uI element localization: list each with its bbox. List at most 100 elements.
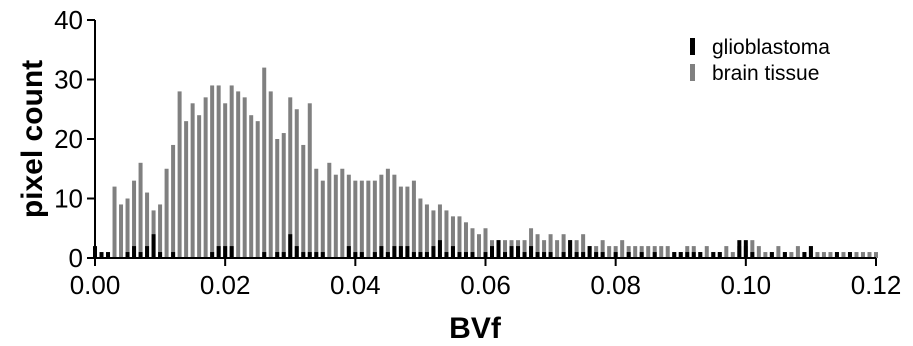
- brain-tissue-bar: [112, 186, 117, 258]
- brain-tissue-bar: [659, 246, 664, 258]
- brain-tissue-bar: [320, 180, 325, 258]
- glioblastoma-bar: [424, 252, 429, 258]
- legend: glioblastoma brain tissue: [690, 36, 830, 85]
- brain-tissue-bar: [242, 97, 247, 258]
- x-tick-label: 0.12: [851, 270, 902, 300]
- glioblastoma-bar: [737, 240, 742, 258]
- brain-tissue-bar: [346, 174, 351, 258]
- brain-tissue-bar: [255, 121, 260, 259]
- glioblastoma-bar: [574, 252, 579, 258]
- glioblastoma-bar: [678, 252, 683, 258]
- glioblastoma-bar: [529, 246, 534, 258]
- brain-tissue-bar: [646, 246, 651, 258]
- brain-tissue-bar: [366, 180, 371, 258]
- x-tick-label: 0.10: [721, 270, 772, 300]
- glioblastoma-bar: [216, 246, 221, 258]
- brain-tissue-bar: [821, 252, 826, 258]
- y-tick-label: 0: [69, 243, 83, 273]
- axis-ticks: 0.00 0.02 0.04 0.06 0.08 0.10 0.12 0 10 20 30 40: [54, 5, 901, 300]
- brain-tissue-bar: [724, 246, 729, 258]
- brain-tissue-bar: [379, 174, 384, 258]
- brain-tissue-bar: [704, 246, 709, 258]
- glioblastoma-bar: [503, 252, 508, 258]
- brain-tissue-bar: [867, 252, 872, 258]
- glioblastoma-bar: [223, 246, 228, 258]
- glioblastoma-bar: [522, 252, 527, 258]
- glioblastoma-bar: [802, 252, 807, 258]
- brain-tissue-bar: [249, 115, 254, 258]
- glioblastoma-bar: [210, 252, 215, 258]
- glioblastoma-bar: [281, 252, 286, 258]
- glioblastoma-bars: [93, 234, 852, 258]
- y-axis-title: pixel count: [16, 60, 49, 218]
- brain-tissue-bar: [776, 246, 781, 258]
- brain-tissue-bar: [600, 240, 605, 258]
- brain-tissue-bar: [327, 162, 332, 258]
- brain-tissue-bar: [197, 115, 202, 258]
- brain-tissue-bar: [437, 204, 442, 258]
- y-tick-label: 10: [54, 184, 83, 214]
- glioblastoma-bar: [288, 234, 293, 258]
- brain-tissue-bar: [424, 204, 429, 258]
- brain-tissue-bar: [815, 252, 820, 258]
- glioblastoma-bar: [626, 252, 631, 258]
- glioblastoma-bar: [542, 252, 547, 258]
- glioblastoma-bar: [457, 252, 462, 258]
- brain-tissue-bar: [607, 246, 612, 258]
- brain-tissue-bar: [503, 240, 508, 258]
- glioblastoma-bar: [782, 252, 787, 258]
- x-tick-label: 0.04: [330, 270, 381, 300]
- brain-tissue-bar: [633, 246, 638, 258]
- brain-tissue-bar: [281, 133, 286, 258]
- glioblastoma-bar: [600, 252, 605, 258]
- glioblastoma-bar: [594, 252, 599, 258]
- glioblastoma-bar: [372, 252, 377, 258]
- x-tick-label: 0.06: [460, 270, 511, 300]
- brain-tissue-bar: [171, 144, 176, 258]
- brain-tissue-bar: [262, 67, 267, 258]
- x-tick-label: 0.00: [70, 270, 121, 300]
- brain-tissue-bar: [750, 240, 755, 258]
- glioblastoma-bar: [229, 246, 234, 258]
- brain-tissue-bar: [138, 162, 143, 258]
- glioblastoma-bar: [691, 252, 696, 258]
- glioblastoma-bar: [145, 246, 150, 258]
- brain-tissue-bar: [125, 198, 130, 258]
- brain-tissue-bars: [112, 67, 878, 259]
- glioblastoma-bar: [151, 234, 156, 258]
- glioblastoma-bar: [99, 252, 104, 258]
- brain-tissue-bar: [145, 192, 150, 258]
- brain-tissue-bar: [236, 91, 241, 259]
- glioblastoma-bar: [275, 252, 280, 258]
- brain-tissue-bar: [392, 174, 397, 258]
- brain-tissue-bar: [418, 198, 423, 258]
- glioblastoma-bar: [750, 252, 755, 258]
- glioblastoma-bar: [548, 252, 553, 258]
- brain-tissue-bar: [333, 174, 338, 258]
- brain-tissue-bar: [229, 85, 234, 258]
- glioblastoma-bar: [158, 252, 163, 258]
- glioblastoma-bar: [132, 246, 137, 258]
- brain-tissue-bar: [210, 85, 215, 258]
- glioblastoma-bar: [639, 252, 644, 258]
- brain-tissue-bar: [216, 85, 221, 258]
- brain-tissue-bar: [555, 240, 560, 258]
- brain-tissue-bar: [353, 180, 358, 258]
- brain-tissue-bar: [340, 168, 345, 258]
- brain-tissue-bar: [522, 240, 527, 258]
- brain-tissue-bar: [190, 103, 195, 258]
- brain-tissue-bar: [463, 222, 468, 258]
- glioblastoma-bar: [353, 252, 358, 258]
- brain-tissue-bar: [561, 234, 566, 258]
- brain-tissue-bar: [535, 234, 540, 258]
- brain-tissue-bar: [756, 246, 761, 258]
- brain-tissue-bar: [476, 234, 481, 258]
- brain-tissue-bar: [132, 180, 137, 258]
- glioblastoma-bar: [685, 252, 690, 258]
- brain-tissue-bar: [294, 109, 299, 258]
- glioblastoma-bar: [171, 252, 176, 258]
- brain-tissue-bar: [314, 168, 319, 258]
- brain-tissue-bar: [359, 180, 364, 258]
- glioblastoma-bar: [450, 246, 455, 258]
- glioblastoma-bar: [496, 240, 501, 258]
